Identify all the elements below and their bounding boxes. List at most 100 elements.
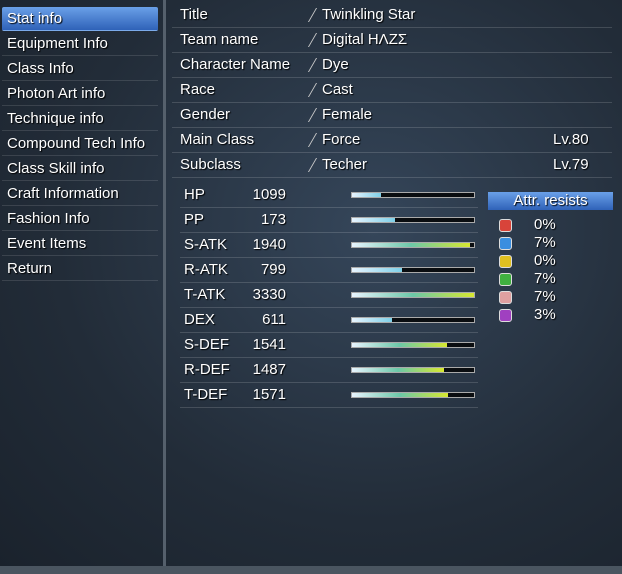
stat-line <box>180 332 478 333</box>
stat-line <box>180 232 478 233</box>
stat-bar-fill <box>352 293 474 297</box>
separator <box>307 158 318 172</box>
menu-item[interactable]: Equipment Info <box>2 32 158 56</box>
menu-item[interactable]: Return <box>2 257 158 281</box>
profile-label: Gender <box>180 106 231 123</box>
menu-item[interactable]: Class Info <box>2 57 158 81</box>
stat-value: 3330 <box>252 286 286 303</box>
stat-line <box>180 257 478 258</box>
separator <box>307 108 318 122</box>
stat-line <box>180 307 478 308</box>
row-line <box>172 102 612 103</box>
stat-bar-fill <box>352 193 382 197</box>
menu-item[interactable]: Event Items <box>2 232 158 256</box>
profile-label: Subclass <box>180 156 241 173</box>
stat-value: 1541 <box>252 336 286 353</box>
stat-value: 611 <box>262 311 286 328</box>
separator <box>307 8 318 22</box>
menu-item[interactable]: Compound Tech Info <box>2 132 158 156</box>
separator <box>307 58 318 72</box>
stat-value: 1940 <box>252 236 286 253</box>
stat-bar <box>351 367 475 373</box>
separator <box>307 83 318 97</box>
profile-label: Team name <box>180 31 259 48</box>
stat-line <box>180 407 478 408</box>
stat-bar <box>351 192 475 198</box>
stat-bar-fill <box>352 343 448 347</box>
divider <box>163 0 166 566</box>
stat-bar <box>351 392 475 398</box>
stat-label: R-ATK <box>184 261 228 278</box>
resist-value: 0% <box>534 252 556 269</box>
resist-value: 0% <box>534 216 556 233</box>
row-line <box>172 52 612 53</box>
menu-item[interactable]: Craft Information <box>2 182 158 206</box>
row-line <box>172 127 612 128</box>
resist-value: 7% <box>534 288 556 305</box>
profile-value: Cast <box>322 81 353 98</box>
stat-label: R-DEF <box>184 361 230 378</box>
stat-bar <box>351 217 475 223</box>
stat-label: S-ATK <box>184 236 228 253</box>
profile-label: Character Name <box>180 56 291 73</box>
profile-value: Techer <box>322 156 368 173</box>
stat-bar <box>351 267 475 273</box>
stat-line <box>180 282 478 283</box>
profile-value: Female <box>322 106 373 123</box>
profile-label: Main Class <box>180 131 255 148</box>
stat-label: T-DEF <box>184 386 228 403</box>
profile-label: Title <box>180 6 208 23</box>
stat-bar <box>351 242 475 248</box>
menu-item[interactable]: Technique info <box>2 107 158 131</box>
separator <box>307 33 318 47</box>
stat-value: 173 <box>260 211 286 228</box>
separator <box>307 133 318 147</box>
resist-icon <box>499 309 512 322</box>
menu-item[interactable]: Fashion Info <box>2 207 158 231</box>
stat-line <box>180 357 478 358</box>
stat-line <box>180 207 478 208</box>
resist-icon <box>499 237 512 250</box>
resist-value: 3% <box>534 306 556 323</box>
stat-bar <box>351 292 475 298</box>
stat-label: DEX <box>184 311 215 328</box>
footer-bar <box>0 566 622 574</box>
resist-icon <box>499 219 512 232</box>
stat-label: S-DEF <box>184 336 229 353</box>
row-line <box>172 27 612 28</box>
stat-value: 1487 <box>252 361 286 378</box>
resist-icon <box>499 255 512 268</box>
stat-bar-fill <box>352 318 393 322</box>
menu-item[interactable]: Stat info <box>2 7 158 31</box>
profile-value: Force <box>322 131 361 148</box>
resist-icon <box>499 273 512 286</box>
menu-item[interactable]: Class Skill info <box>2 157 158 181</box>
stat-label: T-ATK <box>184 286 226 303</box>
menu-item[interactable]: Photon Art info <box>2 82 158 106</box>
stat-value: 799 <box>260 261 286 278</box>
row-line <box>172 177 612 178</box>
stat-bar-fill <box>352 268 403 272</box>
resist-value: 7% <box>534 270 556 287</box>
resist-value: 7% <box>534 234 556 251</box>
stat-line <box>180 382 478 383</box>
stat-value: 1099 <box>252 186 286 203</box>
stat-bar-fill <box>352 368 444 372</box>
stat-label: PP <box>184 211 205 228</box>
resist-icon <box>499 291 512 304</box>
profile-label: Race <box>180 81 216 98</box>
stat-bar-fill <box>352 218 395 222</box>
row-line <box>172 152 612 153</box>
stat-bar-fill <box>352 393 449 397</box>
stat-bar <box>351 317 475 323</box>
stat-label: HP <box>184 186 205 203</box>
profile-value: Digital HΛZΣ <box>322 31 408 48</box>
profile-value: Twinkling Star <box>322 6 416 23</box>
stat-bar <box>351 342 475 348</box>
class-level: Lv.79 <box>553 156 589 173</box>
stat-value: 1571 <box>252 386 286 403</box>
stat-bar-fill <box>352 243 471 247</box>
class-level: Lv.80 <box>553 131 589 148</box>
profile-value: Dye <box>322 56 349 73</box>
